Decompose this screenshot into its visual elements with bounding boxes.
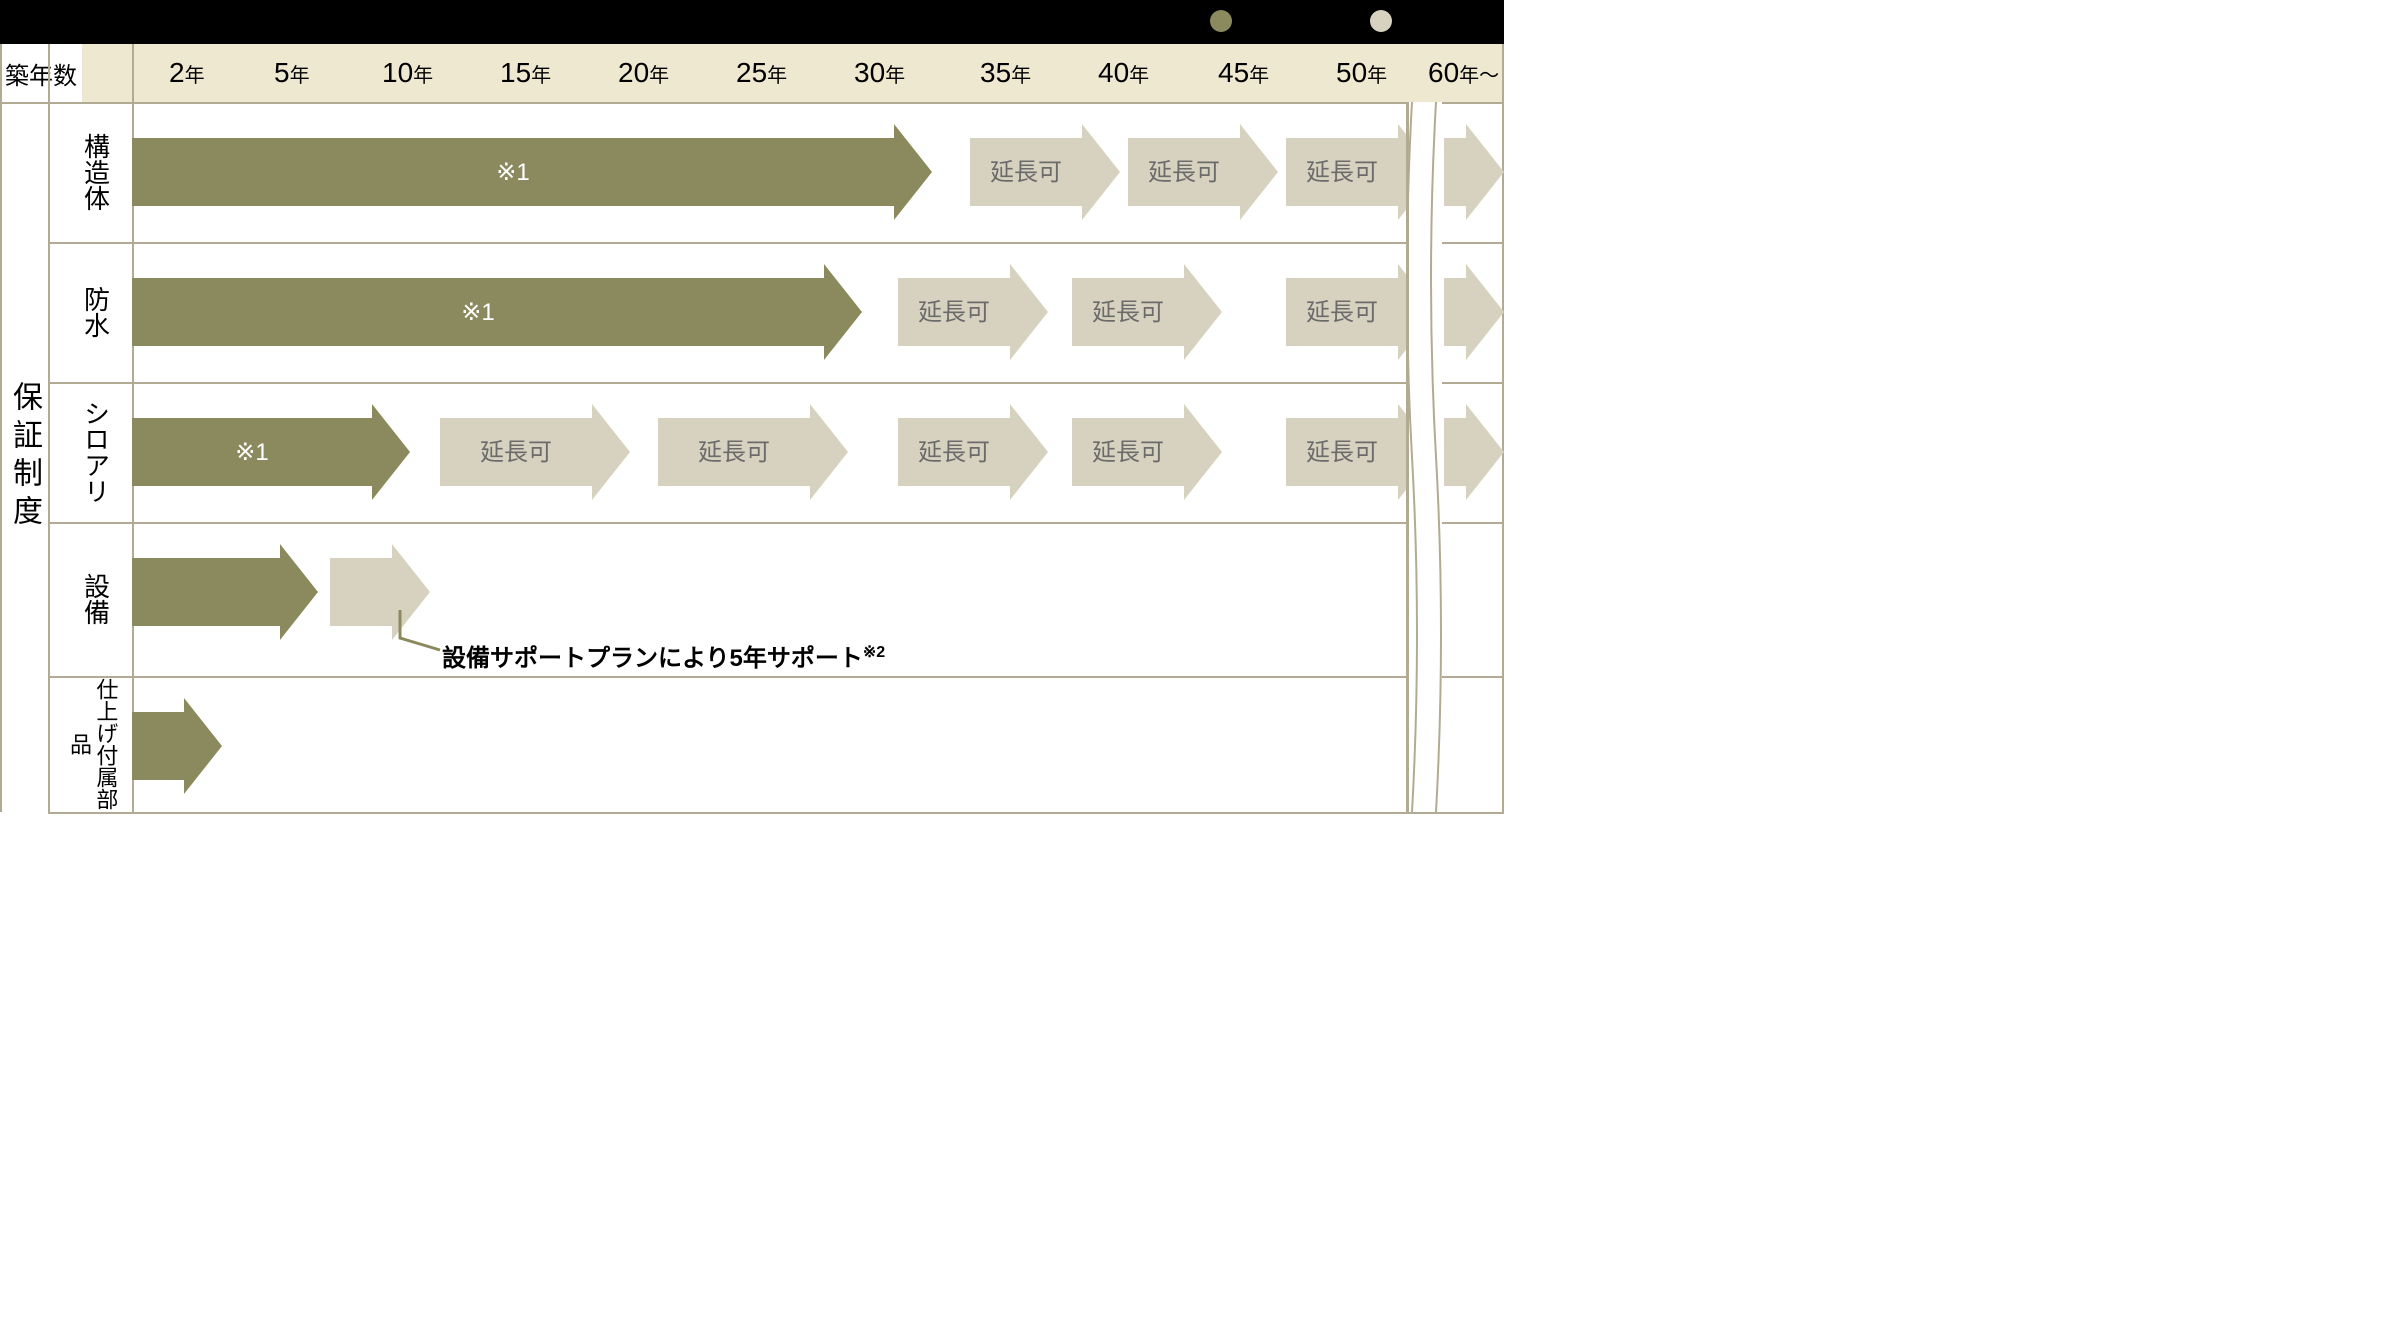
arrow-extend: 延長可 [898,264,1048,360]
timeline-years: 2年 5年 10年 15年 20年 25年 30年 35年 40年 45年 50年 60年～ [82,44,1504,102]
arrow-initial [132,698,222,794]
category-shiage: 仕上げ付属部品 [56,676,128,812]
arrow-extend [1444,124,1504,220]
year-tick: 30年 [854,57,905,89]
arrow-text: 延長可 [990,159,1062,186]
arrow-extend: 延長可 [1072,404,1222,500]
year-tick: 20年 [618,57,669,89]
sidebar-main-text: 保証制度 [2,381,46,533]
arrow-text: 延長可 [1148,159,1220,186]
arrow-text: 延長可 [1092,439,1164,466]
legend-extend [1370,10,1392,32]
year-tick: 10年 [382,57,433,89]
category-bousui: 防水 [72,242,120,382]
wave-break [1406,102,1442,812]
arrow-initial: ※1 [132,404,410,500]
arrow-extend [1444,264,1504,360]
arrow-initial [132,544,318,640]
arrow-text: 延長可 [918,439,990,466]
year-tick: 45年 [1218,57,1269,89]
arrow-text: 延長可 [1306,439,1378,466]
arrow-extend [1444,404,1504,500]
arrow-extend: 延長可 [1128,124,1278,220]
arrow-extend: 延長可 [1072,264,1222,360]
arrow-initial: ※1 [132,124,932,220]
arrow-text: ※1 [235,439,268,466]
year-tick: 2年 [169,57,205,89]
setsubi-note-text: 設備サポートプランにより5年サポート [442,645,863,672]
arrow-text: 延長可 [480,439,552,466]
axis-label-text: 築年数 [5,56,77,91]
year-tick: 60年～ [1428,57,1499,89]
category-setsubi: 設備 [72,522,120,676]
sidebar-main: 保証制度 [0,102,48,812]
year-tick: 35年 [980,57,1031,89]
arrow-initial: ※1 [132,264,862,360]
category-shiroari: シロアリ [72,382,120,522]
arrow-text: 延長可 [1306,299,1378,326]
arrow-text: 延長可 [698,439,770,466]
year-tick: 50年 [1336,57,1387,89]
header-strip [0,0,1504,44]
category-kouzoutai: 構造体 [72,102,120,242]
year-tick: 25年 [736,57,787,89]
arrow-text: 延長可 [1306,159,1378,186]
arrow-extend: 延長可 [658,404,848,500]
year-tick: 15年 [500,57,551,89]
chart-root: 築年数 2年5年10年15年20年25年30年35年40年45年50年60年～ … [0,0,1504,812]
legend-initial-dot [1210,10,1232,32]
arrow-extend: 延長可 [970,124,1120,220]
axis-label: 築年数 [0,44,82,102]
year-tick: 40年 [1098,57,1149,89]
legend-initial [1210,10,1232,32]
arrow-text: ※1 [496,159,529,186]
callout-line [390,610,450,660]
arrow-extend: 延長可 [440,404,630,500]
arrow-text: ※1 [461,299,494,326]
arrow-extend: 延長可 [898,404,1048,500]
year-tick: 5年 [274,57,310,89]
legend-extend-dot [1370,10,1392,32]
arrow-text: 延長可 [918,299,990,326]
setsubi-note: 設備サポートプランにより5年サポート※2 [442,638,885,673]
setsubi-note-sup: ※2 [863,644,885,661]
arrow-text: 延長可 [1092,299,1164,326]
